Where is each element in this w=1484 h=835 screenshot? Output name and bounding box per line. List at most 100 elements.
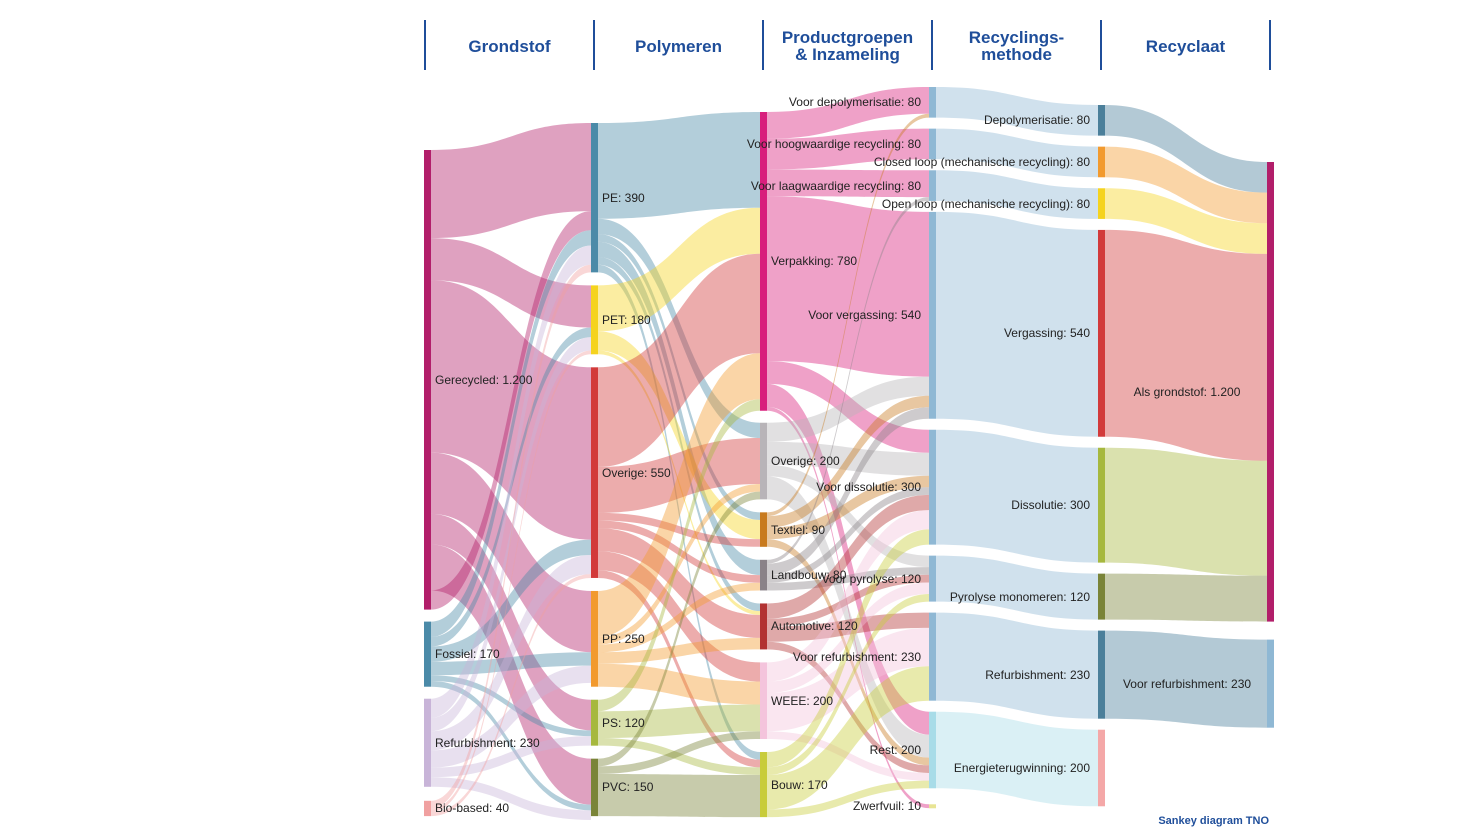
flow-ps-to-verpakking <box>598 399 760 712</box>
node-pvc <box>591 758 598 817</box>
node-label-vergassing: Vergassing: 540 <box>1003 326 1090 341</box>
flow-v_verg-to-vergassing <box>936 211 1098 437</box>
node-ps <box>591 699 598 746</box>
node-v_pyro <box>929 555 936 602</box>
node-overige_g <box>760 422 767 500</box>
node-v_diss <box>929 429 936 545</box>
node-label-pp: PP: 250 <box>602 631 645 646</box>
node-refurb_out <box>1267 639 1274 728</box>
flow-pet-to-textiel <box>598 331 760 540</box>
flow-ps-to-bouw <box>598 738 760 775</box>
node-label-v_refurb: Voor refurbishment: 230 <box>792 649 921 664</box>
node-pyrolyse <box>1098 573 1105 620</box>
header-productgroepen-line2: & Inzameling <box>795 45 900 64</box>
flow-v_laag-to-open <box>936 170 1098 219</box>
node-label-gerecycled: Gerecycled: 1.200 <box>435 372 533 387</box>
flow-verpakking-to-v_diss <box>767 360 929 453</box>
node-label-open: Open loop (mechanische recycling): 80 <box>881 196 1090 211</box>
node-label-v_laag: Voor laagwaardige recycling: 80 <box>750 178 921 193</box>
flow-depoly-to-grondstof_out <box>1105 105 1267 193</box>
node-label-biobased: Bio-based: 40 <box>435 801 510 816</box>
header-productgroepen: Productgroepen & Inzameling <box>764 22 931 70</box>
flow-gerecycled-to-pvc <box>431 544 591 805</box>
flow-overige_p-to-textiel <box>598 512 760 547</box>
node-label-energie: Energieterugwinning: 200 <box>953 760 1090 775</box>
node-label-bouw: Bouw: 170 <box>771 777 828 792</box>
flow-pvc-to-bouw <box>598 773 760 818</box>
flow-pe-to-bouw <box>598 264 760 760</box>
node-label-pyrolyse: Pyrolyse monomeren: 120 <box>949 589 1090 604</box>
flow-overige_g-to-rest <box>767 476 929 758</box>
flow-v_diss-to-dissolutie <box>936 429 1098 563</box>
flow-gerecycled-to-overige_p <box>431 280 591 540</box>
flow-landbouw-to-v_laag <box>767 197 929 564</box>
node-depoly <box>1098 105 1105 136</box>
node-zwerfvuil <box>929 804 936 809</box>
sankey-nodes <box>424 87 1274 818</box>
flow-refurb_src-to-pet <box>431 337 591 732</box>
node-overige_p <box>591 367 598 578</box>
node-v_laag <box>929 170 936 201</box>
flow-gerecycled-to-pe <box>431 123 591 239</box>
flow-ps-to-weee <box>598 704 760 739</box>
flow-biobased-to-pe <box>431 264 591 809</box>
node-vergassing <box>1098 229 1105 437</box>
node-label-refurb_src: Refurbishment: 230 <box>435 735 540 750</box>
flow-overige_g-to-v_verg <box>767 376 929 442</box>
flow-refurb_src-to-overige_p <box>431 554 591 751</box>
flow-refurbishment-to-refurb_out <box>1105 630 1267 728</box>
node-label-pe: PE: 390 <box>602 190 645 205</box>
flow-pyrolyse-to-grondstof_out <box>1105 573 1267 622</box>
node-closed <box>1098 146 1105 178</box>
node-label-v_pyro: Voor pyrolyse: 120 <box>821 571 921 586</box>
node-pe <box>591 123 598 273</box>
flow-refurb_src-to-pvc <box>431 777 591 820</box>
node-weee <box>760 662 767 740</box>
node-label-overige_g: Overige: 200 <box>771 454 840 469</box>
header-separator <box>1100 20 1102 70</box>
flow-refurb_src-to-pp <box>431 665 591 768</box>
header-grondstof-label: Grondstof <box>468 36 551 56</box>
node-label-weee: WEEE: 200 <box>771 693 834 708</box>
node-label-refurb_out: Voor refurbishment: 230 <box>1122 676 1252 691</box>
node-rest <box>929 711 936 789</box>
node-gerecycled <box>424 150 431 610</box>
flow-v_depoly-to-depoly <box>936 87 1098 136</box>
node-label-ps: PS: 120 <box>602 715 645 730</box>
flow-automotive-to-v_refurb <box>767 612 929 642</box>
node-label-refurbishment: Refurbishment: 230 <box>985 667 1090 682</box>
header-recyclaat: Recyclaat <box>1102 22 1269 70</box>
header-separator <box>931 20 933 70</box>
flow-refurb_src-to-pe <box>431 245 591 718</box>
flow-overige_g-to-v_diss <box>767 441 929 476</box>
flow-open-to-grondstof_out <box>1105 188 1267 254</box>
flow-biobased-to-pet <box>431 350 591 813</box>
flow-fossiel-to-overige_p <box>431 539 591 662</box>
flow-v_hoog-to-closed <box>936 128 1098 178</box>
flow-verpakking-to-v_verg <box>767 196 929 377</box>
node-label-textiel: Textiel: 90 <box>771 522 826 537</box>
flow-landbouw-to-v_diss <box>767 487 929 583</box>
flow-pp-to-overige_g <box>598 484 760 645</box>
node-label-v_hoog: Voor hoogwaardige recycling: 80 <box>746 136 921 151</box>
flow-overige_p-to-automotive <box>598 528 760 638</box>
node-label-v_verg: Voor vergassing: 540 <box>808 308 921 323</box>
flow-v_refurb-to-refurbishment <box>936 612 1098 719</box>
node-textiel <box>760 512 767 547</box>
flow-v_pyro-to-pyrolyse <box>936 555 1098 620</box>
flow-bouw-to-v_pyro <box>767 593 929 775</box>
header-polymeren: Polymeren <box>595 22 762 70</box>
flow-verpakking-to-v_laag <box>767 169 929 198</box>
header-recyclingsmethode-line2: methode <box>981 45 1052 64</box>
header-separator <box>424 20 426 70</box>
flow-overige_p-to-landbouw <box>598 520 760 583</box>
flow-pvc-to-weee <box>598 731 760 774</box>
flow-bouw-to-v_refurb <box>767 666 929 810</box>
node-dissolutie <box>1098 447 1105 563</box>
header-separator <box>593 20 595 70</box>
header-recyclaat-label: Recyclaat <box>1145 36 1226 56</box>
node-label-dissolutie: Dissolutie: 300 <box>1011 498 1090 513</box>
flow-overige_g-to-v_pyro <box>767 464 929 568</box>
header-recyclingsmethode-line1: Recyclings- <box>968 28 1065 47</box>
node-pp <box>591 590 598 687</box>
